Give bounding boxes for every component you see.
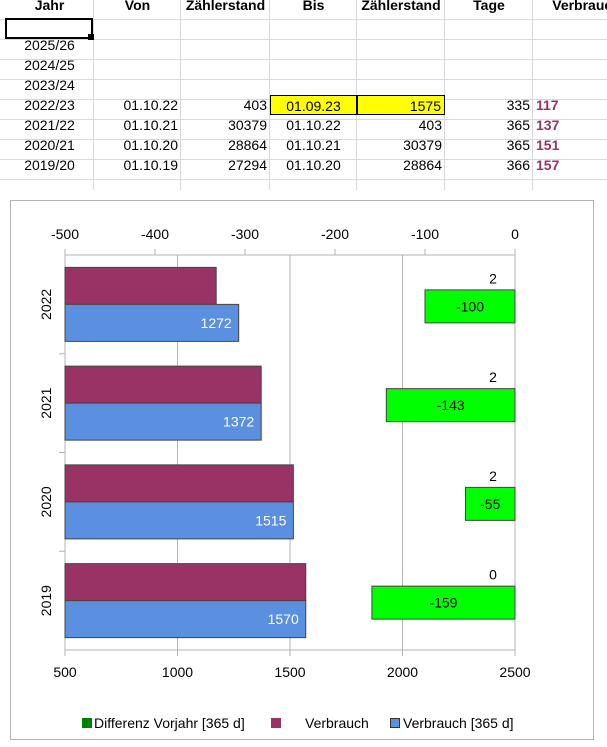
data-label-verbrauch-365: 1272: [201, 315, 232, 331]
cell-zaehlerstand-bis[interactable]: 30379: [403, 137, 442, 153]
cell-jahr[interactable]: 2025/26: [24, 37, 75, 53]
x-tick-label: 500: [53, 664, 77, 680]
overlap-label: 2: [489, 270, 497, 286]
legend-label-verbrauch-365: Verbrauch [365 d]: [403, 715, 514, 731]
column-header-jahr[interactable]: Jahr: [34, 0, 65, 13]
data-label-differenz: -100: [456, 298, 484, 314]
cell-von[interactable]: 01.10.20: [123, 137, 179, 153]
spreadsheet-grid[interactable]: Jahr Von Zählerstand Bis Zählerstand Tage Verb…: [0, 0, 607, 190]
cell-jahr[interactable]: 2021/22: [24, 117, 75, 133]
cell-bis[interactable]: 01.10.20: [286, 157, 341, 173]
data-label-verbrauch-365: 1372: [223, 414, 254, 430]
bar-verbrauch: [64, 563, 307, 602]
data-label-differenz: -55: [480, 496, 500, 512]
cell-verbrauch[interactable]: 151: [536, 137, 560, 153]
cell-jahr[interactable]: 2022/23: [24, 97, 75, 113]
legend-swatch-differenz: [82, 718, 92, 728]
x-top-tick-label: -100: [411, 226, 439, 242]
x-tick-label: 2500: [499, 664, 530, 680]
bar-differenz: [424, 289, 516, 324]
cell-jahr[interactable]: 2020/21: [24, 137, 75, 153]
cell-bis[interactable]: 01.10.22: [286, 117, 341, 133]
x-top-tick-label: -400: [141, 226, 169, 242]
bar-verbrauch: [64, 365, 262, 404]
cell-zaehlerstand-von[interactable]: 403: [243, 97, 267, 113]
x-top-tick-label: -300: [231, 226, 259, 242]
cell-zaehlerstand-bis[interactable]: 403: [418, 117, 442, 133]
cell-zaehlerstand-von[interactable]: 30379: [228, 117, 267, 133]
x-tick-label: 2000: [387, 664, 418, 680]
column-divider: [180, 0, 181, 190]
overlap-label: 2: [489, 369, 497, 385]
bar-differenz: [465, 486, 516, 521]
y-category-label: 2020: [38, 486, 54, 517]
cell-verbrauch[interactable]: 117: [536, 97, 559, 113]
active-cell-cursor[interactable]: [5, 18, 93, 39]
x-tick-label: 1500: [274, 664, 305, 680]
cell-bis[interactable]: 01.09.23: [270, 95, 357, 115]
cell-jahr[interactable]: 2023/24: [24, 77, 75, 93]
bar-differenz: [371, 585, 516, 620]
cell-bis[interactable]: 01.10.21: [286, 137, 341, 153]
cell-verbrauch[interactable]: 157: [536, 157, 560, 173]
cell-jahr[interactable]: 2019/20: [24, 157, 75, 173]
column-header-verbrauch[interactable]: Verbrauch: [552, 0, 607, 13]
cell-tage[interactable]: 366: [506, 157, 530, 173]
cell-zaehlerstand-bis[interactable]: 28864: [403, 157, 442, 173]
column-header-tage[interactable]: Tage: [473, 0, 505, 13]
fill-handle[interactable]: [88, 34, 94, 40]
cell-tage[interactable]: 335: [506, 97, 530, 113]
legend-label-differenz: Differenz Vorjahr [365 d]: [94, 715, 245, 731]
legend-swatch-verbrauch: [271, 718, 281, 728]
column-divider: [532, 0, 533, 190]
x-tick-label: 1000: [162, 664, 193, 680]
column-header-zaehlerstand-bis[interactable]: Zählerstand: [361, 0, 441, 13]
bar-verbrauch-365: [64, 600, 307, 639]
data-label-verbrauch-365: 1515: [255, 512, 286, 528]
column-header-zaehlerstand-von[interactable]: Zählerstand: [185, 0, 266, 13]
cell-zaehlerstand-von[interactable]: 27294: [228, 157, 267, 173]
data-label-verbrauch-365: 1570: [268, 611, 299, 627]
cell-jahr[interactable]: 2024/25: [24, 57, 75, 73]
cell-von[interactable]: 01.10.21: [123, 117, 179, 133]
cell-tage[interactable]: 365: [506, 137, 530, 153]
bar-verbrauch: [64, 464, 294, 503]
column-header-bis[interactable]: Bis: [302, 0, 325, 13]
y-category-label: 2022: [38, 289, 54, 320]
bar-verbrauch-365: [64, 303, 240, 342]
x-top-tick-label: 0: [511, 226, 519, 242]
cell-zaehlerstand-von[interactable]: 28864: [228, 137, 267, 153]
cell-zaehlerstand-bis[interactable]: 1575: [357, 95, 445, 115]
bar-differenz: [385, 388, 516, 423]
data-label-differenz: -159: [429, 595, 457, 611]
column-divider: [269, 0, 270, 190]
legend-label-verbrauch: Verbrauch: [305, 715, 369, 731]
cell-tage[interactable]: 365: [506, 117, 530, 133]
legend-swatch-verbrauch-365: [390, 718, 400, 728]
x-top-tick-label: -500: [51, 226, 79, 242]
y-category-label: 2021: [38, 387, 54, 418]
cell-von[interactable]: 01.10.19: [123, 157, 179, 173]
data-label-differenz: -143: [437, 397, 465, 413]
bar-verbrauch-365: [64, 501, 294, 540]
bar-verbrauch: [64, 266, 217, 305]
column-header-von[interactable]: Von: [124, 0, 151, 13]
overlap-label: 0: [489, 567, 497, 583]
bar-verbrauch-365: [64, 402, 262, 441]
overlap-label: 2: [489, 468, 497, 484]
y-category-label: 2019: [38, 585, 54, 616]
x-top-tick-label: -200: [321, 226, 349, 242]
column-divider: [93, 0, 94, 190]
cell-von[interactable]: 01.10.22: [123, 97, 179, 113]
cell-verbrauch[interactable]: 137: [536, 117, 560, 133]
